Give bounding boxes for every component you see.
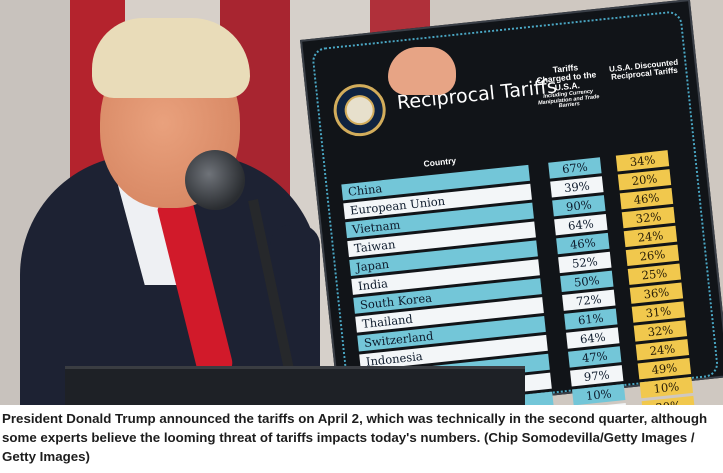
news-photo: Reciprocal Tariffs Country Tariffs Charg…: [0, 0, 723, 405]
tariff-board: Reciprocal Tariffs Country Tariffs Charg…: [300, 0, 723, 405]
podium: [65, 366, 525, 405]
speaker-hair: [92, 18, 250, 98]
speaker-hand: [388, 47, 456, 95]
column-header-charged: Tariffs Charged to the U.S.A. Including …: [534, 61, 600, 112]
photo-caption: President Donald Trump announced the tar…: [2, 411, 708, 464]
microphone-icon: [185, 150, 245, 210]
column-header-charged-title: Tariffs Charged to the U.S.A.: [535, 62, 597, 93]
